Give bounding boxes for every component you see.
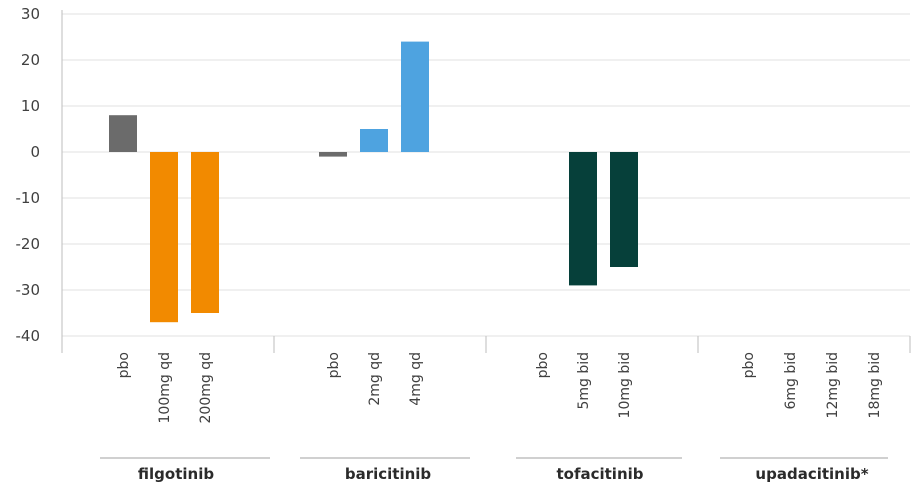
group-label: filgotinib — [138, 465, 214, 483]
bar-baricitinib-1 — [360, 129, 388, 152]
group-label: tofacitinib — [556, 465, 643, 483]
y-tick-label: -40 — [16, 327, 41, 345]
x-tick-label: 4mg qd — [408, 352, 424, 406]
x-tick-label: pbo — [116, 352, 132, 378]
y-tick-label: 20 — [21, 51, 40, 69]
axis-layer: 30 20 10 0 -10 -20 -30 -40 — [16, 5, 911, 353]
bar-filgotinib-1 — [150, 152, 178, 323]
y-tick-label: -10 — [16, 189, 41, 207]
bar-filgotinib-2 — [191, 152, 219, 313]
x-tick-label: pbo — [741, 352, 757, 378]
x-tick-label: 200mg qd — [198, 352, 214, 423]
bar-baricitinib-0 — [319, 152, 347, 157]
y-tick-label: -30 — [16, 281, 41, 299]
grid-layer — [62, 13, 910, 337]
group-label: upadacitinib* — [755, 465, 868, 483]
y-tick-label: 30 — [21, 5, 40, 23]
y-tick-label: 0 — [30, 143, 40, 161]
bar-tofacitinib-2 — [610, 152, 638, 267]
bar-filgotinib-0 — [109, 115, 137, 152]
x-tick-label: 100mg qd — [157, 352, 173, 423]
x-tick-label: 10mg bid — [617, 352, 633, 418]
group-label: baricitinib — [345, 465, 432, 483]
y-tick-label: 10 — [21, 97, 40, 115]
x-tick-label: 2mg qd — [367, 352, 383, 406]
x-tick-label: 12mg bid — [825, 352, 841, 418]
x-tick-label: pbo — [535, 352, 551, 378]
bar-baricitinib-2 — [401, 41, 429, 152]
x-tick-label: 5mg bid — [576, 352, 592, 410]
bar-tofacitinib-1 — [569, 152, 597, 286]
bar-layer — [109, 41, 638, 323]
label-layer: pbo 100mg qd 200mg qd filgotinib pbo 2mg qd 4m… — [100, 352, 888, 483]
x-tick-label: 18mg bid — [867, 352, 883, 418]
x-tick-label: 6mg bid — [783, 352, 799, 410]
y-tick-label: -20 — [16, 235, 41, 253]
x-tick-label: pbo — [326, 352, 342, 378]
